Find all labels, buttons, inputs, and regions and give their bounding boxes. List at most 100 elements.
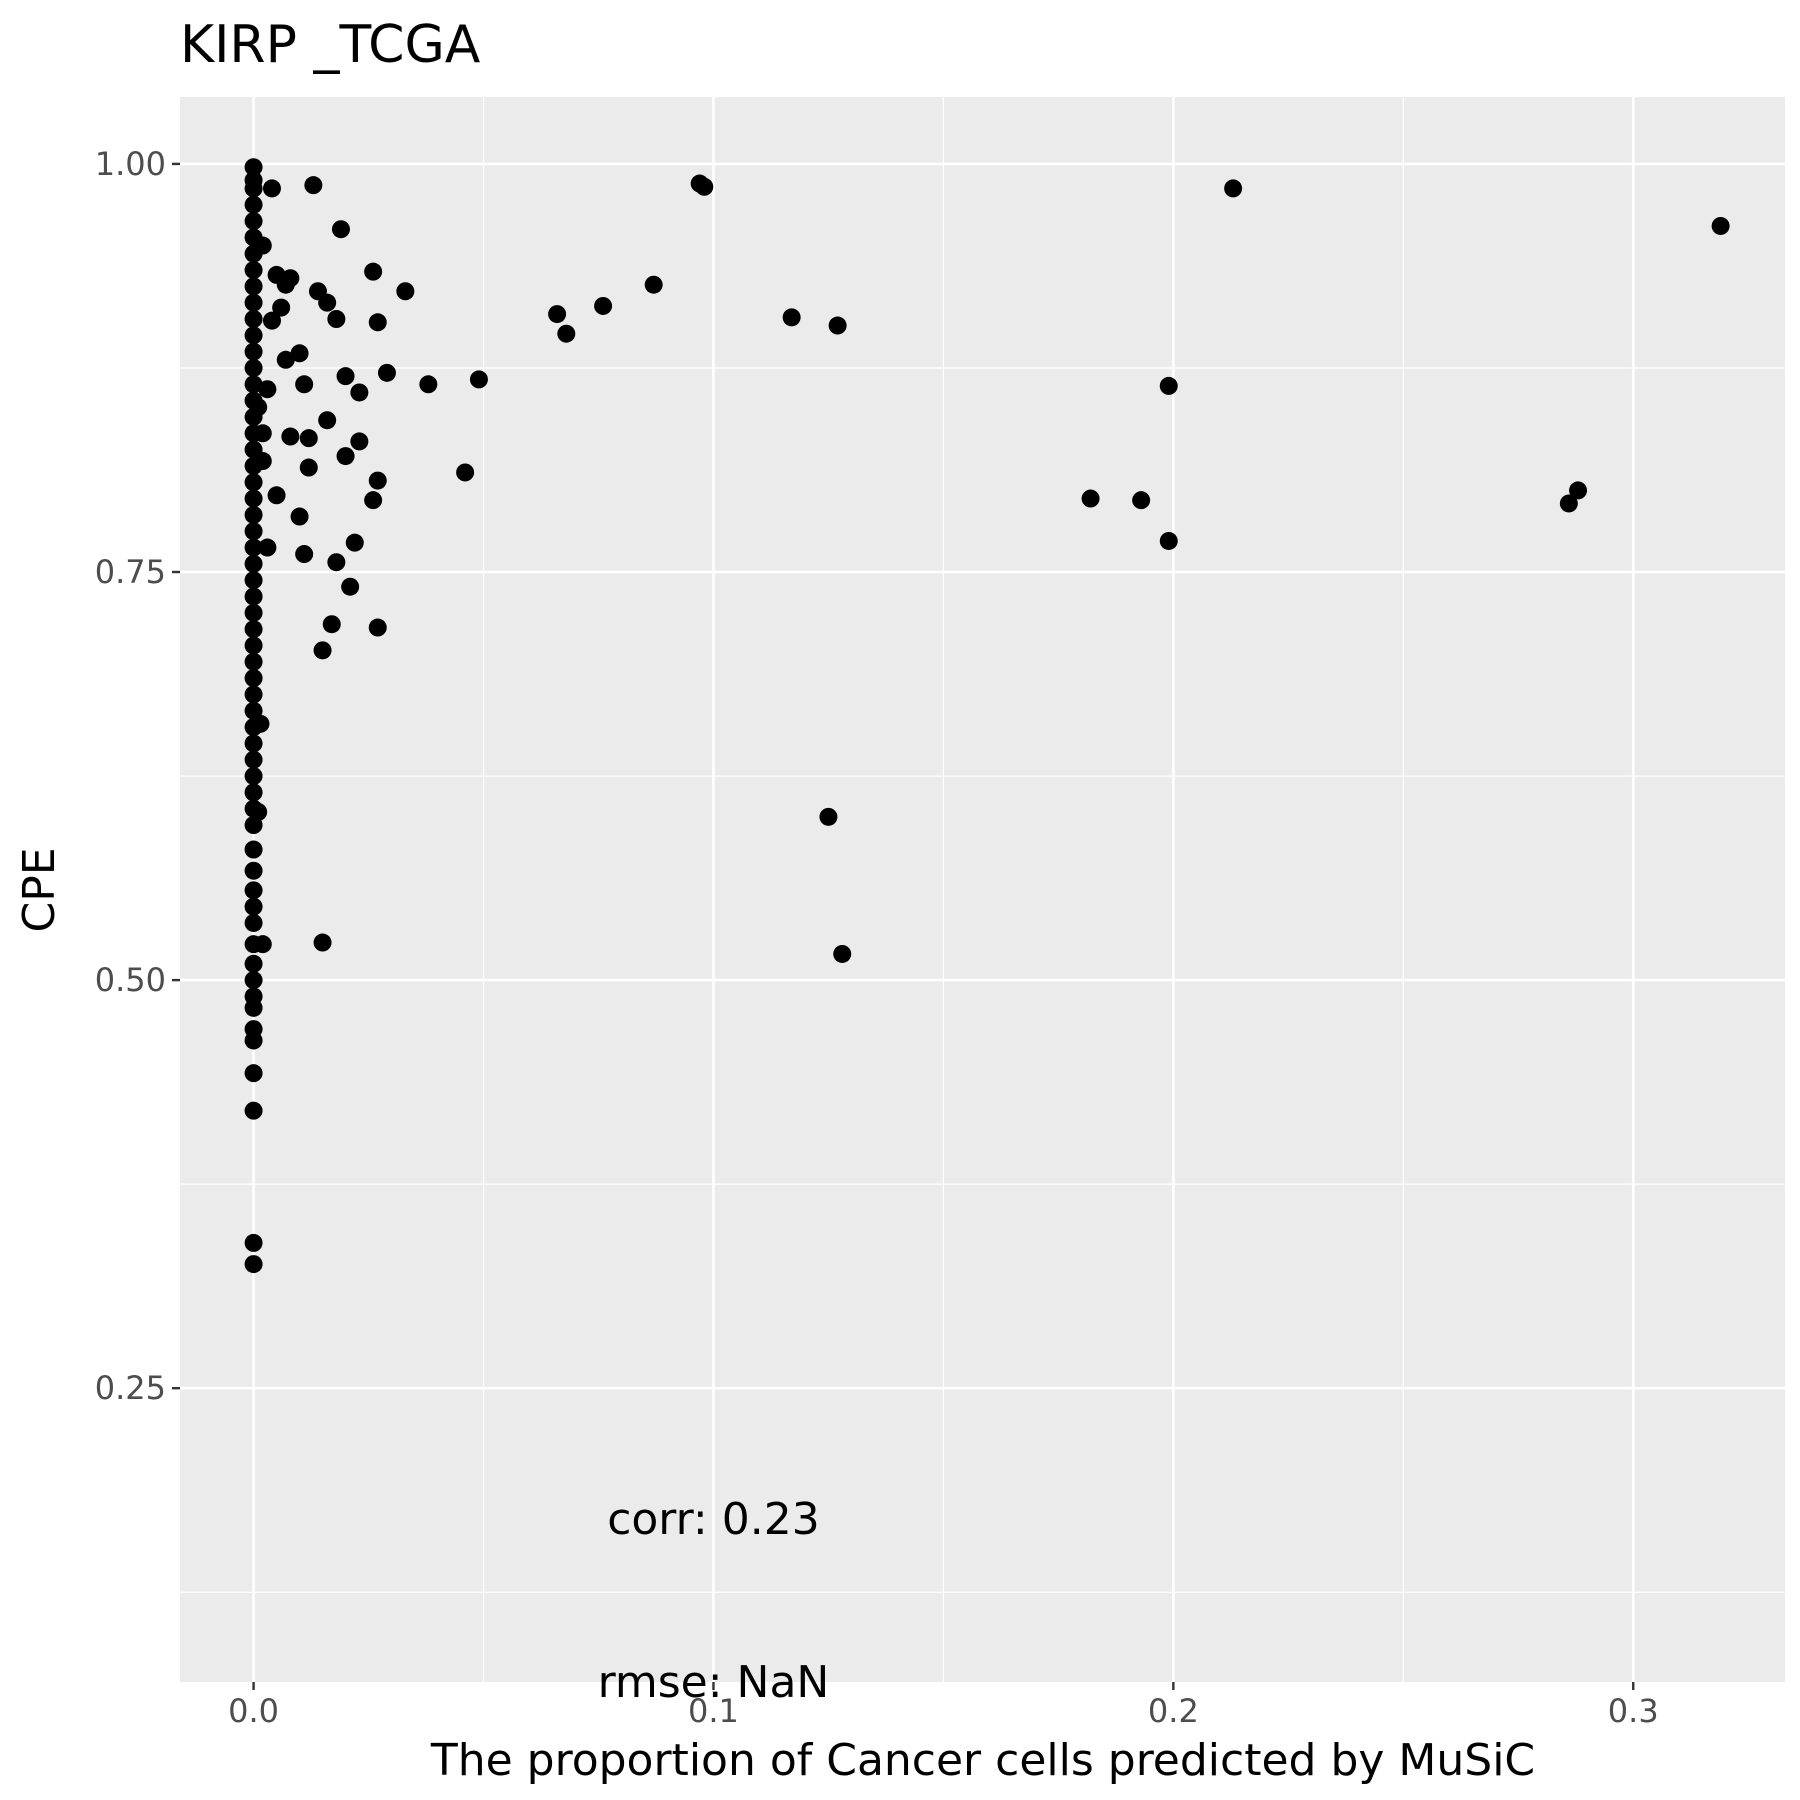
data-point xyxy=(244,326,263,345)
data-point xyxy=(253,935,272,954)
panel-background xyxy=(180,97,1785,1682)
data-point xyxy=(368,618,387,637)
data-point xyxy=(299,429,318,448)
data-point xyxy=(244,505,263,524)
data-point xyxy=(249,802,268,821)
data-point xyxy=(290,507,309,526)
data-point xyxy=(244,783,263,802)
y-axis: 0.25 0.50 0.75 1.00 xyxy=(95,145,180,1407)
data-point xyxy=(244,998,263,1017)
data-point xyxy=(368,471,387,490)
data-point xyxy=(364,491,383,510)
data-point xyxy=(244,309,263,328)
data-point xyxy=(244,293,263,312)
data-point xyxy=(318,411,337,430)
data-point xyxy=(262,179,281,198)
data-point xyxy=(251,714,270,733)
data-point xyxy=(336,367,355,386)
data-point xyxy=(262,311,281,330)
y-tick-label: 0.75 xyxy=(95,553,166,591)
data-point xyxy=(244,277,263,296)
y-axis-title: CPE xyxy=(14,847,65,932)
data-point xyxy=(322,615,341,634)
annotation-text: corr: 0.23 xyxy=(607,1494,820,1545)
data-point xyxy=(281,269,300,288)
x-tick-label: 0.2 xyxy=(1148,1692,1199,1730)
data-point xyxy=(419,375,438,394)
data-point xyxy=(557,324,576,343)
data-point xyxy=(327,553,346,572)
data-point xyxy=(253,424,272,443)
data-point xyxy=(1559,494,1578,513)
x-tick-label: 0.3 xyxy=(1608,1692,1659,1730)
data-point xyxy=(469,370,488,389)
data-point xyxy=(299,458,318,477)
data-point xyxy=(331,220,350,239)
data-point xyxy=(304,176,323,195)
data-point xyxy=(295,375,314,394)
data-point xyxy=(295,545,314,564)
data-point xyxy=(244,538,263,557)
data-point xyxy=(1132,491,1151,510)
x-tick-label: 0.1 xyxy=(688,1692,739,1730)
data-point xyxy=(828,316,847,335)
y-tick-label: 1.00 xyxy=(95,145,166,183)
data-point xyxy=(350,383,369,402)
x-axis-title: The proportion of Cancer cells predicted… xyxy=(430,1735,1535,1786)
data-point xyxy=(244,1064,263,1083)
data-point xyxy=(244,195,263,214)
data-point xyxy=(327,309,346,328)
data-point xyxy=(244,861,263,880)
data-point xyxy=(253,452,272,471)
data-point xyxy=(258,380,277,399)
data-point xyxy=(244,734,263,753)
data-point xyxy=(396,282,415,301)
chart-title: KIRP _TCGA xyxy=(180,15,481,75)
data-point xyxy=(244,1101,263,1120)
data-point xyxy=(364,262,383,281)
data-point xyxy=(244,881,263,900)
data-point xyxy=(267,486,286,505)
data-point xyxy=(244,1255,263,1274)
grid-major xyxy=(180,97,1785,1682)
data-points xyxy=(244,158,1730,1274)
data-point xyxy=(244,767,263,786)
data-point xyxy=(368,313,387,332)
data-point xyxy=(1159,376,1178,395)
data-point xyxy=(249,398,268,417)
x-tick-label: 0.0 xyxy=(228,1692,279,1730)
y-tick-label: 0.25 xyxy=(95,1369,166,1407)
data-point xyxy=(244,750,263,769)
data-point xyxy=(244,954,263,973)
data-point xyxy=(377,363,396,382)
data-point xyxy=(244,669,263,688)
data-point xyxy=(1081,489,1100,508)
data-point xyxy=(336,447,355,466)
data-point xyxy=(244,489,263,508)
data-point xyxy=(1569,481,1588,500)
y-tick-label: 0.50 xyxy=(95,961,166,999)
data-point xyxy=(244,375,263,394)
data-point xyxy=(244,913,263,932)
data-point xyxy=(244,522,263,541)
data-point xyxy=(318,293,337,312)
data-point xyxy=(244,554,263,573)
data-point xyxy=(244,587,263,606)
data-point xyxy=(244,179,263,198)
data-point xyxy=(350,432,369,451)
data-point xyxy=(244,603,263,622)
data-point xyxy=(253,236,272,255)
data-point xyxy=(313,641,332,660)
data-point xyxy=(244,1233,263,1252)
data-point xyxy=(345,533,364,552)
data-point xyxy=(244,636,263,655)
data-point xyxy=(1224,179,1243,198)
data-point xyxy=(244,261,263,280)
data-point xyxy=(244,971,263,990)
data-point xyxy=(244,571,263,590)
data-point xyxy=(244,473,263,492)
data-point xyxy=(341,577,360,596)
data-point xyxy=(548,305,567,324)
